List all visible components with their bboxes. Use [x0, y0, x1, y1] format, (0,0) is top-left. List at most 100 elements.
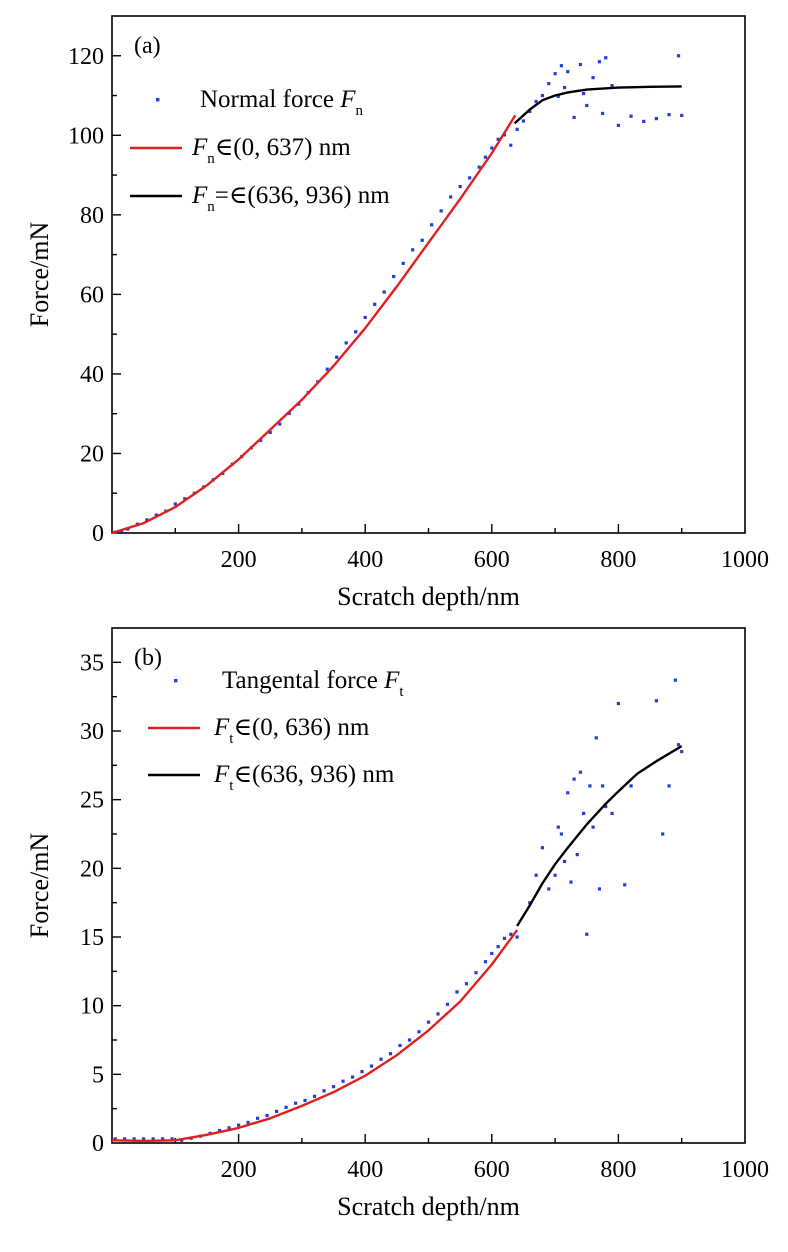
scatter-point: [629, 114, 633, 118]
y-tick-label: 25: [80, 788, 104, 814]
scatter-series: [113, 54, 684, 534]
scatter-point: [420, 238, 424, 242]
fit-line-low-depth: [111, 114, 517, 535]
scatter-point: [540, 93, 545, 98]
scatter-point: [629, 784, 633, 788]
scatter-point: [407, 1038, 412, 1042]
scatter-point: [578, 62, 583, 67]
legend-symbol: F: [383, 667, 400, 694]
scatter-point: [553, 873, 557, 877]
scatter-point: [490, 951, 494, 956]
plot-frame: [111, 627, 746, 1144]
y-tick-label: 120: [68, 44, 104, 70]
scatter-point: [455, 990, 459, 994]
legend-text: Normal force: [200, 86, 340, 113]
scatter-point: [667, 784, 671, 788]
scatter-point: [566, 791, 570, 795]
scatter-point: [600, 111, 605, 116]
legend-label: Fn∈(0, 637) nm: [191, 134, 351, 167]
y-tick-label: 100: [68, 123, 104, 149]
scatter-point: [562, 85, 567, 90]
scatter-point: [464, 982, 469, 986]
legend-text: Tangental force: [222, 667, 384, 694]
scatter-point: [237, 1123, 241, 1127]
scatter-point: [547, 887, 551, 891]
x-tick-label: 600: [474, 547, 510, 573]
panel-label: (b): [134, 645, 162, 671]
scatter-point: [680, 113, 684, 118]
y-tick-label: 20: [80, 441, 104, 467]
legend-symbol: F: [191, 182, 208, 209]
scatter-point: [534, 99, 538, 104]
scatter-point: [547, 82, 551, 86]
scatter-point: [483, 960, 488, 964]
x-tick-label: 1000: [721, 547, 769, 573]
scatter-point: [268, 430, 272, 434]
scatter-point: [680, 750, 684, 754]
scatter-point: [572, 115, 576, 120]
scatter-point: [445, 1002, 450, 1006]
scatter-point: [581, 91, 586, 96]
scatter-point: [654, 117, 658, 121]
legend-symbol: F: [213, 714, 230, 741]
scatter-point: [604, 56, 608, 60]
scatter-point: [673, 678, 677, 682]
scatter-point: [610, 811, 614, 815]
x-tick-label: 200: [221, 1157, 257, 1183]
x-tick-label: 1000: [721, 1157, 769, 1183]
scatter-point: [588, 784, 592, 788]
scatter-point: [642, 119, 646, 123]
scatter-point: [439, 209, 443, 213]
scatter-point: [382, 290, 386, 294]
y-tick-label: 80: [80, 203, 104, 229]
scatter-point: [354, 330, 358, 334]
legend-marker-points: [174, 679, 178, 683]
fit-line-low-depth: [111, 929, 519, 1143]
legend-subscript: t: [399, 684, 404, 700]
scatter-point: [278, 422, 282, 426]
scatter-point: [600, 784, 605, 788]
legend-range: =∈(636, 936) nm: [215, 182, 391, 209]
scatter-point: [553, 72, 557, 76]
y-tick-label: 35: [80, 650, 104, 676]
scatter-point: [581, 811, 586, 815]
scatter-point: [528, 901, 532, 905]
scatter-point: [218, 1129, 222, 1133]
scatter-point: [585, 103, 589, 108]
scatter-point: [350, 1075, 355, 1079]
scatter-point: [502, 936, 507, 940]
scatter-point: [540, 846, 545, 850]
scatter-point: [556, 825, 560, 829]
scatter-point: [616, 701, 620, 706]
y-axis-title: Force/mN: [25, 833, 54, 939]
legend-label: Fn=∈(636, 936) nm: [191, 182, 390, 215]
legend-subscript: t: [229, 778, 234, 794]
legend-subscript: n: [356, 103, 364, 119]
scatter-point: [123, 1137, 127, 1141]
scatter-point: [458, 185, 462, 189]
scatter-point: [509, 143, 513, 147]
scatter-point: [585, 932, 589, 936]
scatter-point: [449, 195, 453, 199]
scatter-point: [528, 109, 532, 114]
scatter-point: [426, 1020, 431, 1024]
scatter-point: [322, 1089, 326, 1093]
scatter-point: [559, 832, 564, 836]
scatter-point: [173, 502, 177, 506]
scatter-point: [388, 1052, 393, 1056]
scatter-point: [566, 70, 570, 74]
legend-label: Normal force Fn: [200, 86, 364, 119]
legend-range: ∈(0, 636) nm: [233, 714, 369, 741]
scatter-point: [477, 165, 481, 169]
y-tick-label: 0: [92, 521, 104, 547]
x-tick-label: 200: [221, 547, 257, 573]
legend-label: Ft∈(0, 636) nm: [213, 714, 370, 747]
scatter-point: [417, 1030, 421, 1034]
scatter-point: [616, 123, 620, 127]
scatter-point: [398, 1043, 402, 1048]
scatter-point: [170, 1137, 174, 1141]
scatter-point: [496, 137, 500, 141]
scatter-point: [360, 1069, 364, 1074]
scatter-point: [303, 1098, 307, 1103]
